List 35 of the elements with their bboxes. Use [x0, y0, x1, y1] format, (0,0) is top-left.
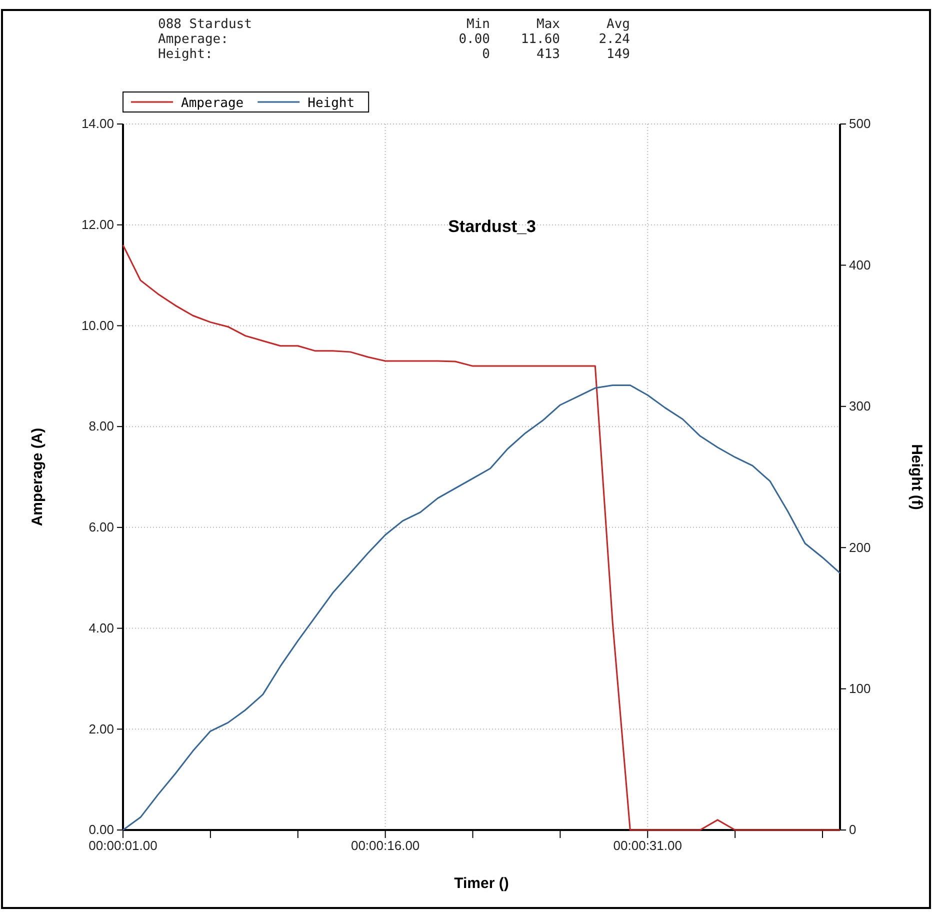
text: Min: [466, 17, 490, 32]
y2-axis-title: Height (f): [908, 444, 925, 510]
x-tick-label: 00:00:31.00: [613, 838, 682, 854]
y2-tick-label: 300: [849, 398, 871, 414]
y-tick-label: 14.00: [81, 116, 114, 132]
text: 088 Stardust: [158, 17, 252, 32]
y-axis-title: Amperage (A): [29, 428, 46, 526]
legend-label: Amperage: [181, 96, 244, 111]
legend-label: Height: [308, 96, 355, 111]
y2-tick-label: 400: [849, 257, 871, 272]
y-tick-label: 0.00: [88, 822, 114, 838]
text: 0.00: [458, 32, 490, 47]
text: 2.24: [598, 32, 630, 47]
y2-tick-label: 0: [849, 822, 856, 838]
text: Avg: [606, 17, 630, 32]
text: 11.60: [520, 32, 560, 47]
y-tick-label: 8.00: [88, 418, 114, 434]
text: 413: [536, 47, 560, 62]
x-tick-label: 00:00:16.00: [350, 838, 420, 854]
y2-tick-label: 200: [849, 540, 871, 555]
y-tick-label: 2.00: [88, 721, 114, 736]
text: Amperage:: [158, 32, 228, 47]
text: 149: [606, 47, 630, 62]
y-tick-label: 6.00: [88, 520, 114, 535]
text: 0: [482, 47, 490, 62]
y2-tick-label: 100: [849, 680, 871, 696]
y-tick-label: 10.00: [81, 318, 114, 333]
text: Height:: [158, 47, 213, 62]
x-tick-label: 00:00:01.00: [88, 838, 158, 854]
y-tick-label: 4.00: [88, 620, 114, 636]
y-tick-label: 12.00: [81, 217, 114, 232]
annotation: Stardust_3: [448, 217, 536, 236]
text: Max: [536, 17, 560, 32]
y2-tick-label: 500: [849, 116, 871, 132]
x-axis-title: Timer (): [454, 875, 509, 892]
